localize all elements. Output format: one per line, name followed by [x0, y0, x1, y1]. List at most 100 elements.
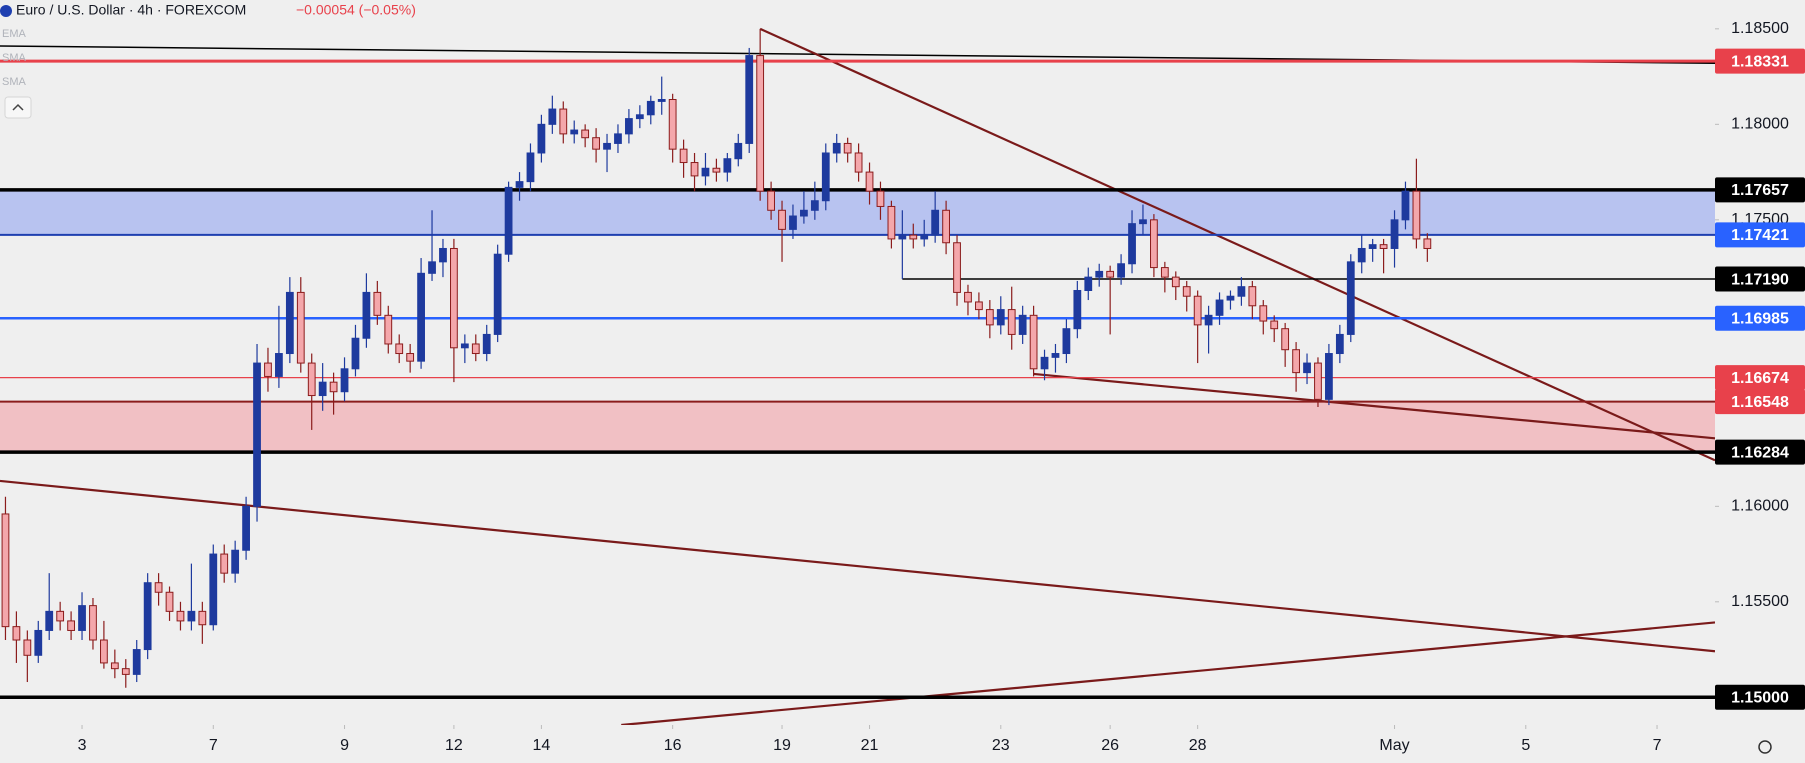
level-label: 1.16284	[1731, 444, 1789, 461]
candle-body	[329, 381, 338, 393]
level-label-box	[1715, 48, 1805, 74]
candle-body	[1117, 263, 1125, 278]
candle-body	[701, 167, 710, 177]
candle-body	[471, 343, 480, 355]
candle-body	[1, 513, 10, 628]
candle-body	[712, 167, 721, 173]
candle-body	[526, 152, 535, 183]
x-tick-label: 7	[209, 737, 218, 754]
trendline	[621, 621, 1715, 725]
level-label: 1.16985	[1731, 310, 1789, 327]
candle-body	[460, 343, 469, 349]
candle-body	[1281, 328, 1290, 351]
candle-body	[614, 133, 622, 144]
candle-body	[121, 668, 130, 675]
price-zone	[0, 189, 1715, 235]
candle-body	[537, 123, 546, 154]
level-label-box	[1715, 177, 1805, 203]
candle-body	[1237, 286, 1246, 297]
candle-body	[668, 99, 677, 150]
settings-icon[interactable]	[1758, 740, 1772, 754]
candle-body	[351, 337, 360, 370]
candle-body	[439, 247, 447, 263]
candle-body	[450, 247, 458, 349]
candle-body	[1270, 320, 1279, 330]
candle-body	[920, 234, 929, 240]
candle-body	[635, 114, 644, 120]
candle-body	[23, 639, 32, 656]
candle-body	[876, 190, 885, 207]
candle-body	[657, 99, 666, 102]
candle-body	[887, 205, 896, 240]
candle-body	[975, 301, 983, 311]
level-label: 1.17421	[1731, 227, 1789, 244]
candle-body	[734, 142, 743, 160]
candle-body	[209, 553, 218, 626]
candle-body	[865, 171, 874, 192]
candle-body	[45, 610, 54, 631]
candle-body	[165, 591, 174, 612]
candle-body	[1029, 314, 1038, 370]
candle-body	[810, 200, 819, 211]
candle-body	[285, 291, 294, 355]
candle-body	[253, 362, 261, 507]
candle-body	[482, 333, 491, 355]
axes: 1.185001.180001.175001.160001.155001.183…	[78, 20, 1805, 754]
x-tick-label: 28	[1189, 737, 1207, 754]
candle-body	[1160, 267, 1169, 278]
trendline	[1033, 372, 1715, 440]
level-label: 1.17657	[1731, 182, 1789, 199]
candle-body	[570, 129, 579, 135]
x-tick-label: 3	[78, 737, 87, 754]
candle-body	[1423, 238, 1432, 249]
candle-body	[307, 362, 316, 397]
candle-body	[395, 343, 404, 355]
candle-body	[789, 215, 797, 230]
level-label-box	[1715, 365, 1805, 391]
candle-body	[493, 253, 502, 335]
candle-body	[821, 152, 830, 202]
x-tick-label: 7	[1653, 737, 1662, 754]
x-tick-label: 23	[992, 737, 1010, 754]
x-tick-label: 14	[533, 737, 551, 754]
level-label: 1.16674	[1731, 370, 1789, 387]
candle-body	[690, 162, 699, 177]
candle-body	[832, 142, 841, 154]
candle-body	[559, 108, 568, 135]
candle-body	[143, 582, 152, 651]
candle-body	[187, 610, 196, 622]
level-label-box	[1715, 439, 1805, 465]
candle-body	[176, 610, 185, 622]
candle-body	[242, 505, 250, 551]
indicator-label: SMA	[2, 52, 27, 64]
y-tick-label: 1.18500	[1731, 20, 1789, 37]
candle-body	[1412, 190, 1421, 240]
candle-body	[1357, 247, 1366, 263]
candle-body	[78, 605, 86, 631]
candle-body	[1368, 244, 1377, 249]
candle-body	[1051, 353, 1060, 358]
candle-body	[1390, 219, 1399, 249]
candle-body	[198, 610, 207, 626]
candle-body	[264, 362, 272, 377]
candle-body	[581, 129, 590, 139]
candle-body	[1073, 289, 1082, 330]
candle-body	[854, 152, 863, 173]
indicator-label: SMA	[2, 76, 27, 88]
candle-body	[1379, 244, 1388, 249]
candle-body	[1226, 295, 1235, 301]
x-tick-label: 16	[664, 737, 682, 754]
price-change: −0.00054 (−0.05%)	[296, 2, 416, 18]
level-label: 1.18331	[1731, 53, 1789, 70]
collapse-button[interactable]	[4, 96, 32, 119]
candle-body	[679, 148, 688, 164]
candle-body	[318, 381, 327, 397]
level-label-box	[1715, 305, 1805, 331]
candle-body	[843, 142, 852, 154]
level-label-box	[1715, 266, 1805, 292]
candle-body	[931, 209, 940, 236]
header: Euro / U.S. Dollar · 4h · FOREXCOM −0.00…	[0, 2, 416, 119]
candle-body	[1401, 190, 1410, 221]
x-tick-label: May	[1379, 737, 1409, 754]
candle-body	[1171, 276, 1180, 288]
